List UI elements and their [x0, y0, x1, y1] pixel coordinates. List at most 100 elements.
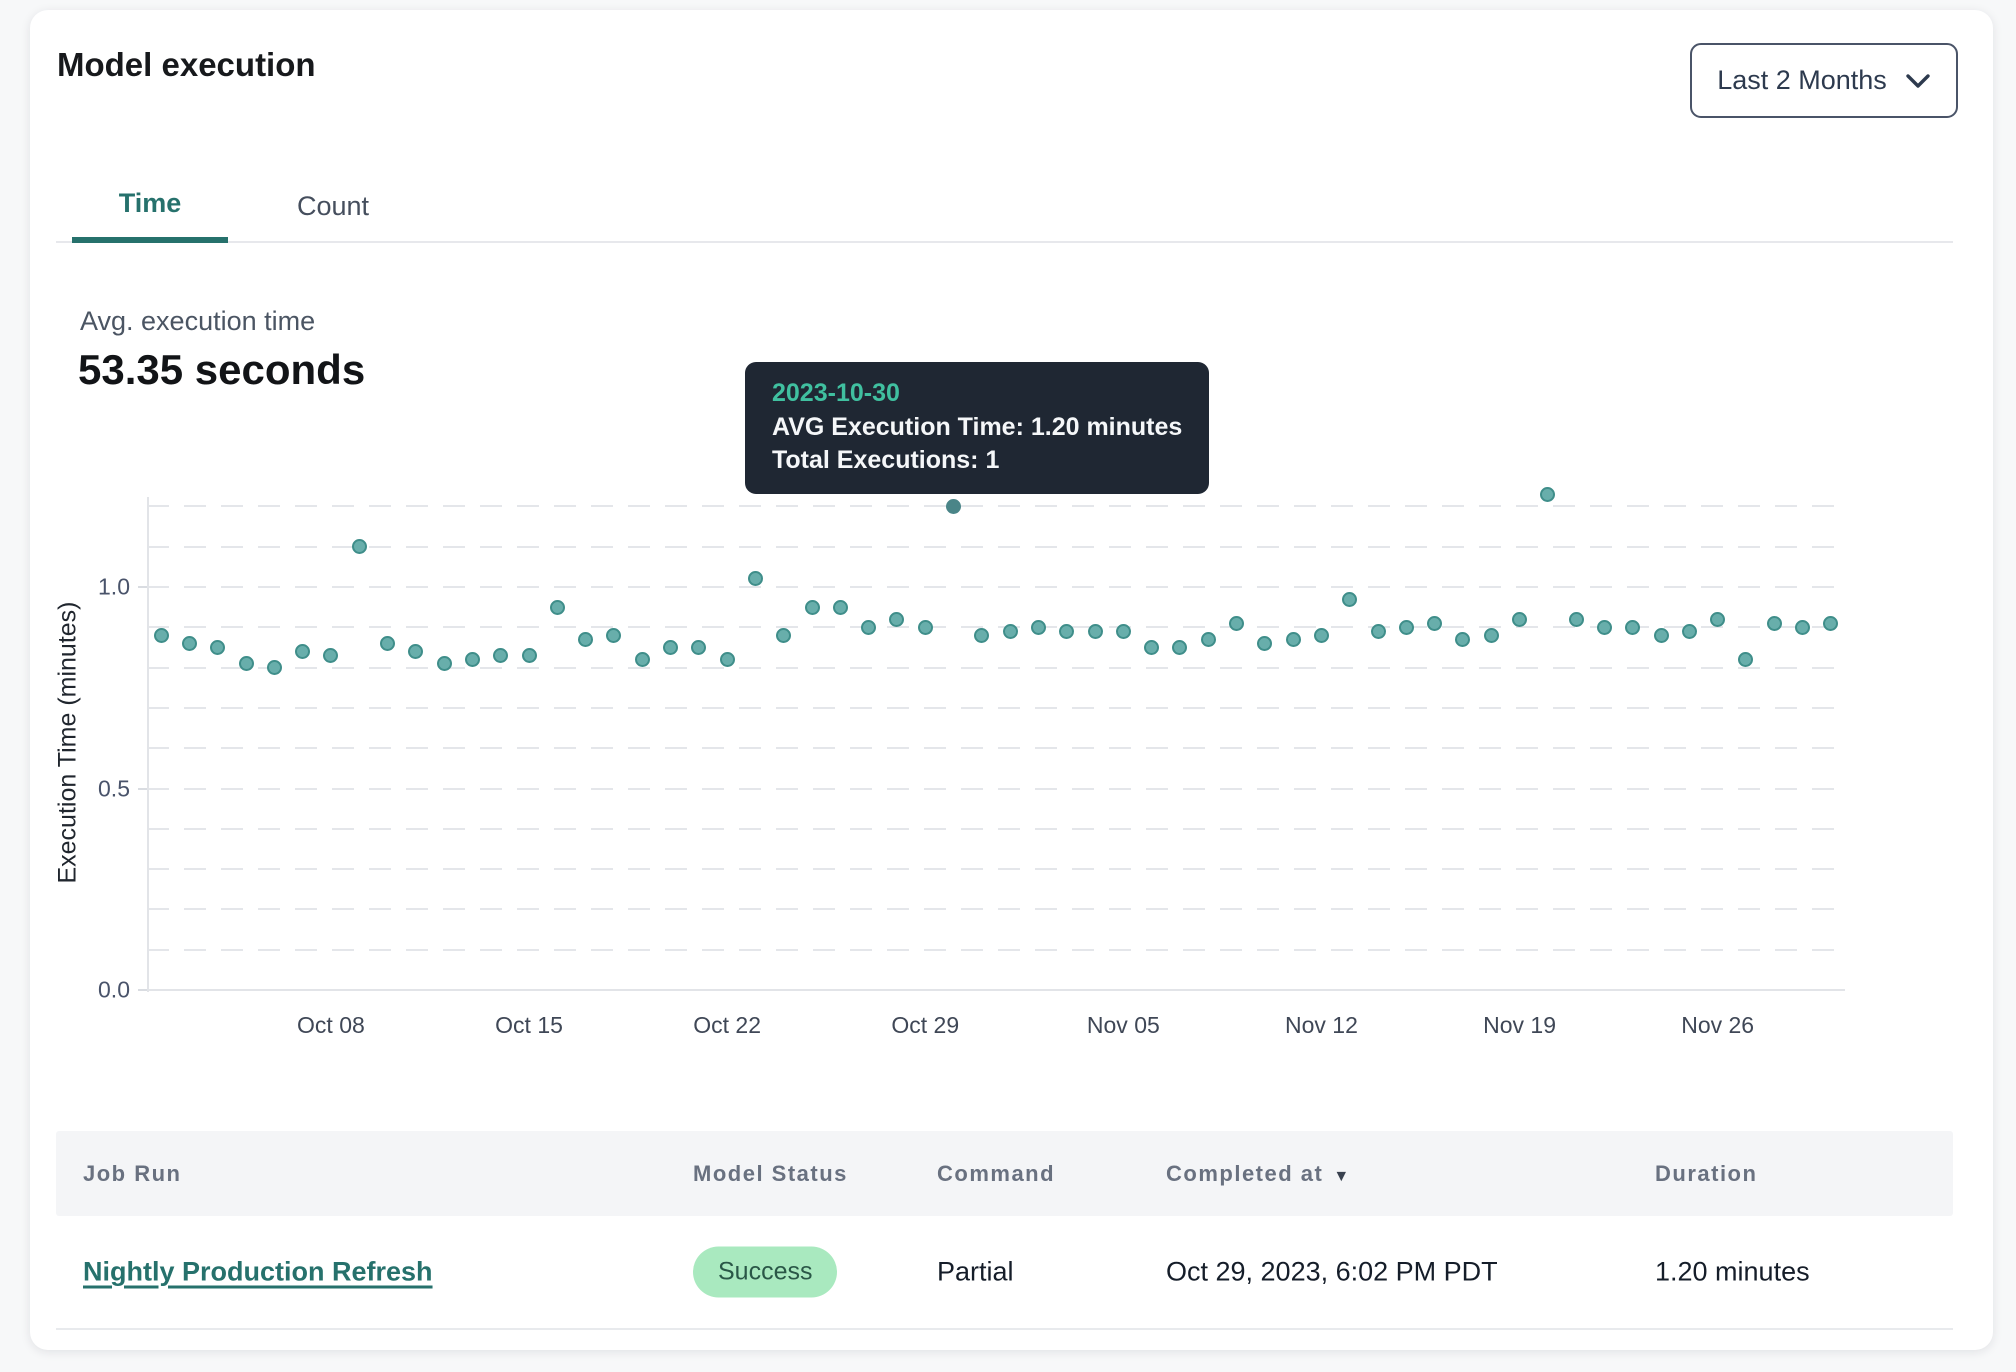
data-point[interactable]	[1653, 627, 1669, 643]
data-point[interactable]	[1342, 591, 1358, 607]
x-axis-line	[147, 989, 1845, 991]
data-point[interactable]	[238, 656, 254, 672]
data-point[interactable]	[1766, 615, 1782, 631]
gridline	[147, 868, 1845, 871]
y-tick-label: 0.0	[98, 976, 130, 1003]
data-point[interactable]	[295, 643, 311, 659]
data-point[interactable]	[549, 599, 565, 615]
data-point[interactable]	[691, 639, 707, 655]
data-point[interactable]	[1398, 619, 1414, 635]
gridline	[147, 908, 1845, 911]
x-tick-label: Oct 08	[297, 1012, 365, 1038]
data-point[interactable]	[408, 643, 424, 659]
data-point[interactable]	[464, 652, 480, 668]
y-tick-mark	[138, 586, 147, 588]
table-row: Nightly Production Refresh Success Parti…	[56, 1216, 1953, 1328]
chevron-down-icon	[1906, 73, 1930, 88]
y-tick-label: 1.0	[98, 573, 130, 600]
data-point[interactable]	[1002, 623, 1018, 639]
gridline	[147, 666, 1845, 669]
y-tick-label: 0.5	[98, 775, 130, 801]
col-header-command: Command	[937, 1160, 1056, 1186]
col-header-model-status: Model Status	[693, 1160, 848, 1186]
avg-execution-time-value: 53.35 seconds	[78, 346, 366, 393]
avg-execution-time-label: Avg. execution time	[80, 306, 316, 336]
data-point[interactable]	[663, 639, 679, 655]
gridline	[147, 948, 1845, 951]
job-run-link[interactable]: Nightly Production Refresh	[83, 1256, 433, 1287]
data-point[interactable]	[917, 619, 933, 635]
job-run-cell: Nightly Production Refresh	[83, 1257, 433, 1288]
data-point[interactable]	[1795, 619, 1811, 635]
data-point[interactable]	[153, 627, 169, 643]
data-point[interactable]	[1455, 631, 1471, 647]
col-header-completed-at[interactable]: Completed at ▼	[1166, 1160, 1350, 1186]
data-point[interactable]	[1596, 619, 1612, 635]
data-point[interactable]	[1229, 615, 1245, 631]
data-point[interactable]	[1087, 623, 1103, 639]
data-point[interactable]	[1427, 615, 1443, 631]
data-point[interactable]	[1568, 611, 1584, 627]
data-point[interactable]	[521, 648, 537, 663]
data-point[interactable]	[266, 660, 282, 676]
data-point[interactable]	[606, 627, 622, 643]
data-point[interactable]	[861, 619, 877, 635]
data-point[interactable]	[351, 539, 367, 555]
date-range-dropdown[interactable]: Last 2 Months	[1690, 43, 1958, 118]
tab-time[interactable]: Time	[72, 170, 228, 243]
data-point[interactable]	[1115, 623, 1131, 639]
tab-count[interactable]: Count	[296, 191, 370, 221]
tooltip-total-executions: Total Executions: 1	[772, 446, 1000, 474]
x-tick-label: Nov 19	[1483, 1012, 1556, 1038]
x-tick-label: Nov 05	[1086, 1012, 1160, 1038]
data-point[interactable]	[1738, 652, 1754, 668]
data-point[interactable]	[1483, 627, 1499, 643]
chart-tabs: Time Count	[56, 170, 1953, 243]
data-point[interactable]	[493, 648, 509, 663]
data-point[interactable]	[1681, 623, 1697, 639]
data-point[interactable]	[974, 627, 990, 643]
gridline	[147, 706, 1845, 709]
gridline	[147, 787, 1845, 790]
data-point[interactable]	[1512, 611, 1528, 627]
data-point[interactable]	[1625, 619, 1641, 635]
data-point[interactable]	[1257, 635, 1273, 651]
gridline	[147, 545, 1845, 548]
data-point[interactable]	[719, 652, 735, 668]
gridline	[147, 747, 1845, 750]
data-point[interactable]	[776, 627, 792, 643]
table-row-divider	[56, 1328, 1953, 1330]
data-point[interactable]	[1172, 639, 1188, 655]
data-point[interactable]	[1710, 611, 1726, 627]
y-tick-mark	[138, 989, 147, 991]
data-point[interactable]	[1285, 631, 1301, 647]
x-tick-label: Oct 29	[891, 1012, 960, 1038]
x-tick-label: Nov 26	[1681, 1012, 1755, 1038]
data-point[interactable]	[181, 635, 197, 651]
data-point-highlighted[interactable]	[946, 498, 962, 514]
data-point[interactable]	[380, 635, 396, 651]
col-header-duration: Duration	[1655, 1160, 1758, 1186]
data-point[interactable]	[747, 571, 763, 587]
data-point[interactable]	[1823, 615, 1839, 631]
data-point[interactable]	[1030, 619, 1046, 635]
data-point[interactable]	[323, 648, 339, 663]
data-point[interactable]	[889, 611, 905, 627]
data-point[interactable]	[832, 599, 848, 615]
data-point[interactable]	[1144, 639, 1160, 655]
data-point[interactable]	[1313, 627, 1329, 643]
execution-time-scatter-chart: Execution Time (minutes) 0.0 0.5 1.0 Oct 08…	[30, 10, 1993, 1060]
data-point[interactable]	[634, 652, 650, 668]
data-point[interactable]	[1200, 631, 1216, 647]
data-point[interactable]	[210, 639, 226, 655]
completed-at-cell: Oct 29, 2023, 6:02 PM PDT	[1166, 1256, 1498, 1287]
data-point[interactable]	[1059, 623, 1075, 639]
data-point[interactable]	[804, 599, 820, 615]
data-point[interactable]	[1370, 623, 1386, 639]
data-point[interactable]	[1540, 486, 1556, 502]
model-status-cell: Success	[693, 1246, 838, 1298]
model-execution-card: Model execution Last 2 Months Time Count…	[30, 10, 1993, 1350]
col-header-job-run: Job Run	[83, 1160, 182, 1186]
data-point[interactable]	[578, 631, 594, 647]
data-point[interactable]	[436, 656, 452, 672]
